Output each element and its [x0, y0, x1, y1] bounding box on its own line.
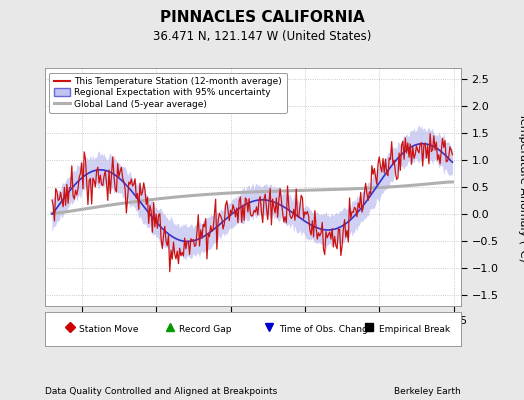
Text: Record Gap: Record Gap	[179, 324, 231, 334]
Y-axis label: Temperature Anomaly (°C): Temperature Anomaly (°C)	[518, 113, 524, 261]
Text: Berkeley Earth: Berkeley Earth	[395, 387, 461, 396]
Text: 36.471 N, 121.147 W (United States): 36.471 N, 121.147 W (United States)	[153, 30, 371, 43]
Text: Data Quality Controlled and Aligned at Breakpoints: Data Quality Controlled and Aligned at B…	[45, 387, 277, 396]
Text: PINNACLES CALIFORNIA: PINNACLES CALIFORNIA	[160, 10, 364, 25]
Text: Empirical Break: Empirical Break	[379, 324, 450, 334]
Legend: This Temperature Station (12-month average), Regional Expectation with 95% uncer: This Temperature Station (12-month avera…	[49, 72, 287, 113]
Text: Time of Obs. Change: Time of Obs. Change	[279, 324, 373, 334]
Text: Station Move: Station Move	[79, 324, 138, 334]
